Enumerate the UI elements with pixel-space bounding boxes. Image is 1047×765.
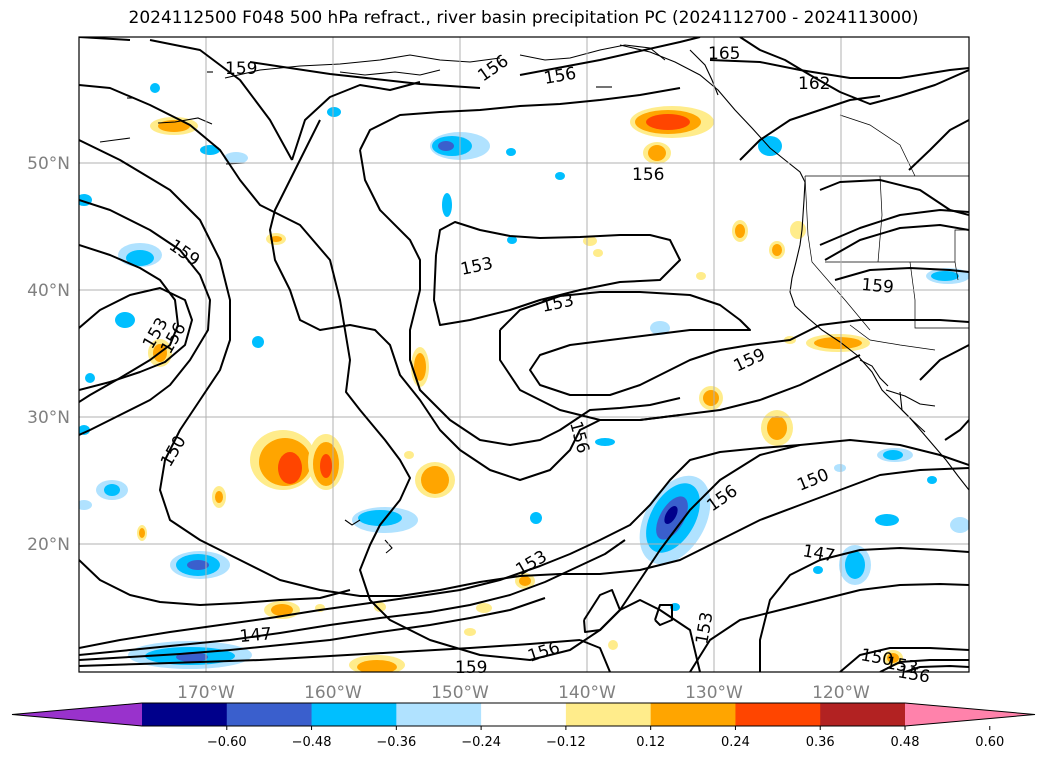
contour-label: 156: [896, 662, 931, 687]
lat-label: 50°N: [27, 154, 70, 174]
map-plot-area: 159 156 156 165 162 156 159 153 153 153 …: [78, 36, 970, 688]
colorbar-bin: [565, 703, 652, 726]
lon-label: 170°W: [177, 683, 235, 703]
colorbar-tick-label: 0.36: [806, 735, 835, 750]
map-title: 2024112500 F048 500 hPa refract., river …: [128, 8, 919, 28]
gridlines: [79, 37, 969, 672]
contour-label: 159: [861, 275, 895, 298]
lat-label: 20°N: [27, 535, 70, 555]
colorbar-tick-label: 0.60: [975, 735, 1004, 750]
colorbar-extend-low: [12, 703, 142, 726]
colorbar-bin: [396, 703, 482, 726]
colorbar-tick-label: −0.60: [207, 735, 247, 750]
lon-label: 140°W: [558, 683, 616, 703]
latitude-labels: 50°N 40°N 30°N 20°N: [27, 154, 70, 555]
colorbar-tick-label: −0.24: [461, 735, 501, 750]
colorbar-tick-label: −0.48: [292, 735, 332, 750]
political-borders: [804, 114, 969, 351]
colorbar-outline: [11, 702, 1036, 727]
colorbar-bin: [142, 703, 228, 726]
lat-label: 30°N: [27, 408, 70, 428]
lon-label: 160°W: [304, 683, 362, 703]
lon-label: 130°W: [685, 683, 743, 703]
colorbar-tick-label: 0.48: [891, 735, 920, 750]
contour-label: 159: [455, 658, 487, 678]
precipitation-shading: [79, 83, 969, 672]
longitude-labels: 170°W 160°W 150°W 140°W 130°W 120°W: [177, 683, 870, 703]
colorbar-bin: [650, 703, 736, 726]
refractivity-contours: [79, 37, 969, 672]
colorbar-bin: [820, 703, 906, 726]
colorbar-bin: [311, 703, 397, 726]
lon-label: 150°W: [431, 683, 489, 703]
negative-precip-areas: [79, 83, 969, 669]
contour-label: 147: [239, 624, 273, 647]
contour-label: 159: [225, 59, 257, 79]
contour-label: 162: [798, 74, 830, 94]
colorbar-tick-label: 0.12: [636, 735, 665, 750]
contour-label: 165: [708, 44, 740, 64]
colorbar-bin: [735, 703, 821, 726]
lat-label: 40°N: [27, 281, 70, 301]
colorbar-tick-label: 0.24: [721, 735, 750, 750]
colorbar: −0.60 −0.48 −0.36 −0.24 −0.12 0.12 0.24 0.36 0.4…: [11, 702, 1036, 750]
colorbar-tick-label: −0.12: [546, 735, 586, 750]
colorbar-extend-high: [905, 703, 1035, 726]
positive-precip-areas: [137, 106, 903, 672]
colorbar-tick-label: −0.36: [376, 735, 416, 750]
contour-label: 156: [632, 165, 664, 185]
colorbar-bin: [481, 703, 567, 726]
lon-label: 120°W: [812, 683, 870, 703]
colorbar-bin: [226, 703, 313, 726]
